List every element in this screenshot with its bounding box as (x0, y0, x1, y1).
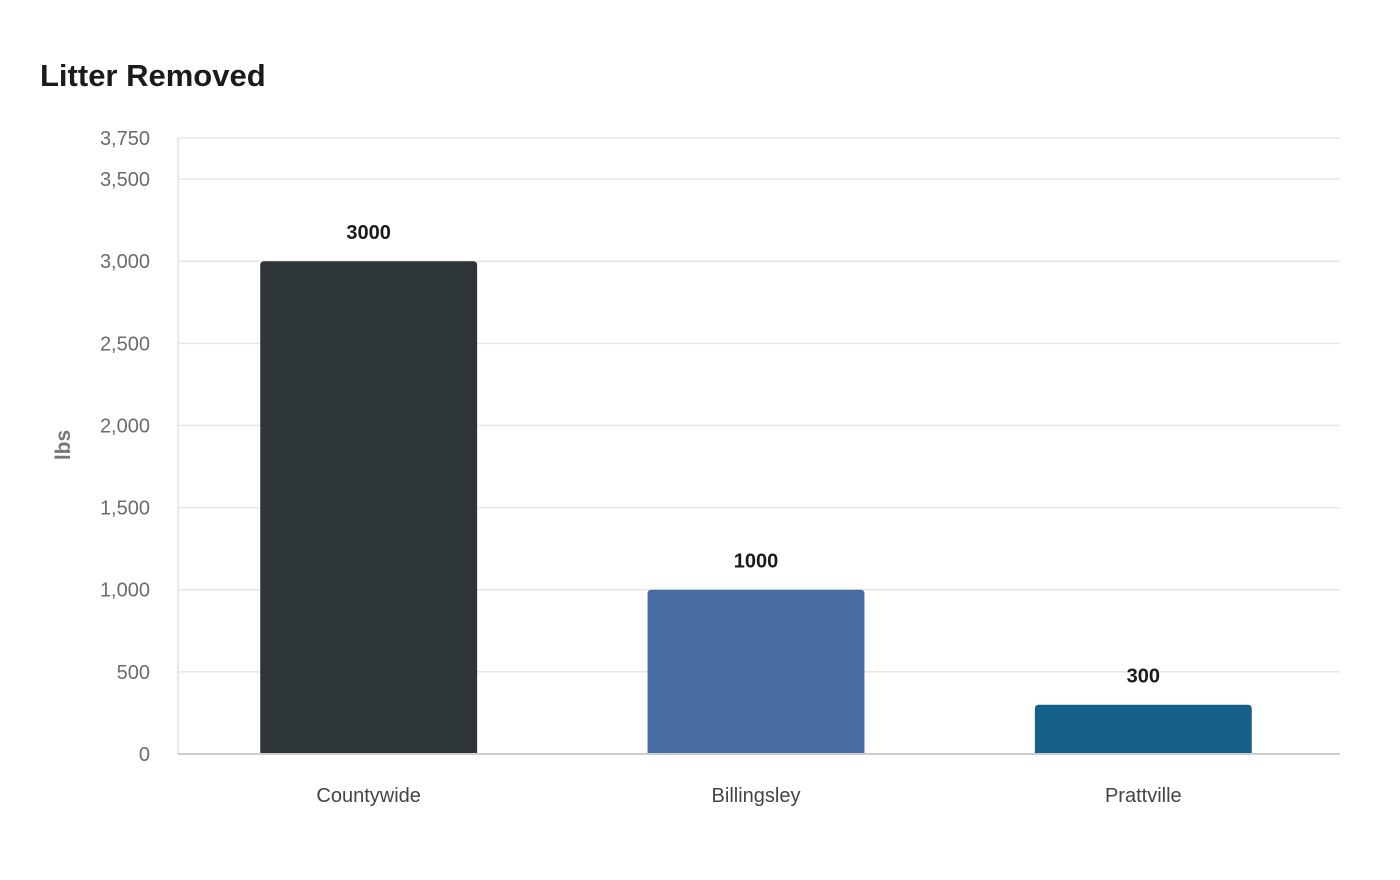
bar-prattville (1034, 704, 1252, 754)
data-label: 1000 (734, 551, 779, 573)
x-category-label: Prattville (1105, 785, 1182, 807)
y-tick-label: 1,000 (100, 580, 150, 602)
y-axis-title: lbs (52, 430, 75, 460)
y-tick-label: 0 (139, 744, 150, 766)
y-tick-label: 3,750 (100, 128, 150, 150)
x-category-label: Countywide (316, 785, 421, 807)
labels: 0 500 1,000 1,500 2,000 2,500 3,000 3,500 3,750 3… (52, 128, 1182, 807)
y-tick-label: 3,000 (100, 251, 150, 273)
y-tick-label: 1,500 (100, 498, 150, 520)
y-tick-label: 2,000 (100, 415, 150, 437)
x-category-label: Billingsley (712, 785, 801, 807)
bar-countywide (260, 261, 478, 754)
bars (260, 261, 1252, 754)
chart-title: Litter Removed (40, 58, 266, 93)
y-tick-label: 500 (117, 662, 150, 684)
y-tick-label: 3,500 (100, 169, 150, 191)
bar-billingsley (647, 589, 865, 754)
data-label: 3000 (346, 222, 391, 244)
axes (177, 138, 1340, 755)
data-label: 300 (1127, 666, 1160, 688)
y-tick-label: 2,500 (100, 333, 150, 355)
